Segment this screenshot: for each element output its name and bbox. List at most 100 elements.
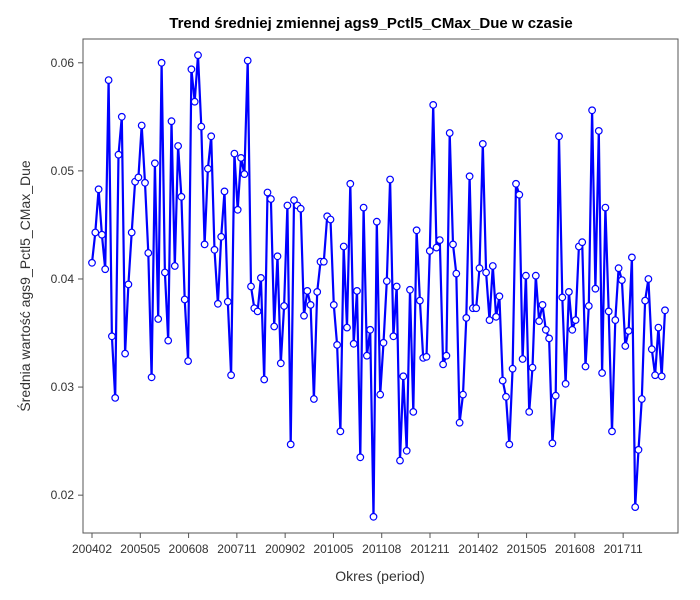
data-point (247, 282, 255, 291)
data-point (505, 440, 514, 449)
data-point (412, 226, 421, 235)
y-tick-label: 0.06 (51, 56, 75, 70)
data-point (485, 316, 494, 325)
data-point (339, 242, 348, 251)
data-point (114, 150, 123, 159)
data-point (541, 325, 550, 334)
data-point (127, 228, 136, 237)
data-point (535, 317, 543, 326)
data-point (197, 122, 206, 131)
data-point (167, 117, 176, 126)
data-point (382, 277, 391, 286)
data-point (588, 106, 596, 115)
data-point (180, 295, 189, 304)
data-point (548, 439, 557, 448)
data-point (336, 427, 345, 436)
data-point (515, 190, 524, 199)
data-point (296, 204, 305, 213)
x-axis-label: Okres (period) (335, 568, 424, 584)
data-point (432, 243, 441, 252)
data-point (399, 372, 408, 381)
data-point (614, 264, 623, 273)
data-point (439, 360, 448, 369)
data-point (502, 392, 510, 401)
data-point (425, 246, 434, 255)
data-point (280, 302, 289, 310)
x-tick-label: 200402 (72, 542, 112, 556)
data-point (111, 394, 120, 402)
data-point (243, 56, 252, 65)
data-point (538, 301, 547, 309)
y-axis: 0.02 0.03 0.04 0.05 0.06 (51, 56, 83, 502)
data-point (555, 132, 563, 141)
data-point (174, 142, 183, 150)
data-point (594, 126, 603, 135)
data-point (88, 258, 96, 267)
data-point (306, 301, 315, 309)
data-point (210, 245, 219, 254)
data-point (240, 170, 249, 179)
data-point (359, 203, 368, 212)
data-point (621, 342, 630, 350)
data-point (366, 325, 375, 334)
data-point (207, 132, 216, 141)
data-point (144, 249, 153, 257)
data-point (462, 314, 471, 322)
data-point (346, 179, 355, 188)
data-point (310, 395, 318, 403)
data-point (455, 418, 464, 427)
series-line (90, 54, 667, 518)
data-point (170, 262, 179, 270)
data-point (472, 304, 481, 313)
data-point (187, 65, 196, 74)
data-point (267, 195, 275, 203)
y-tick-label: 0.03 (51, 380, 75, 394)
data-point (459, 390, 467, 399)
data-point (578, 238, 587, 247)
data-point (558, 293, 567, 302)
data-point (435, 236, 444, 245)
y-tick-label: 0.04 (51, 272, 75, 286)
x-tick-label: 201505 (507, 542, 547, 556)
data-point (604, 307, 613, 316)
data-point (194, 51, 202, 60)
data-point (488, 262, 497, 270)
data-point (495, 292, 504, 301)
x-tick-label: 201608 (555, 542, 595, 556)
data-point (611, 316, 620, 325)
data-point (326, 215, 335, 224)
data-point (482, 268, 491, 277)
data-point (422, 352, 431, 361)
data-point (568, 325, 577, 334)
x-tick-label: 200505 (120, 542, 160, 556)
data-point (253, 307, 262, 316)
plot-frame (82, 38, 679, 534)
data-point (406, 285, 414, 294)
data-point (233, 205, 242, 214)
data-point (303, 287, 312, 295)
y-tick-label: 0.02 (51, 488, 75, 502)
data-point (353, 287, 361, 295)
data-point (386, 175, 395, 184)
data-point (286, 440, 295, 449)
data-point (150, 159, 159, 168)
data-point (598, 369, 606, 377)
x-tick-label: 201005 (313, 542, 353, 556)
data-point (465, 172, 474, 181)
data-point (101, 265, 110, 274)
data-point (283, 201, 292, 210)
data-point (389, 332, 398, 341)
data-point (237, 153, 245, 162)
data-point (177, 192, 186, 201)
data-point (508, 364, 517, 373)
data-point (107, 332, 116, 341)
data-point (220, 187, 229, 196)
data-point (631, 503, 640, 512)
x-axis: 200402 200505 200608 200711 200902 201005 2011… (72, 533, 643, 556)
data-point (157, 58, 166, 67)
data-point (343, 323, 351, 332)
data-point (349, 339, 358, 348)
x-tick-label: 201108 (362, 542, 401, 556)
